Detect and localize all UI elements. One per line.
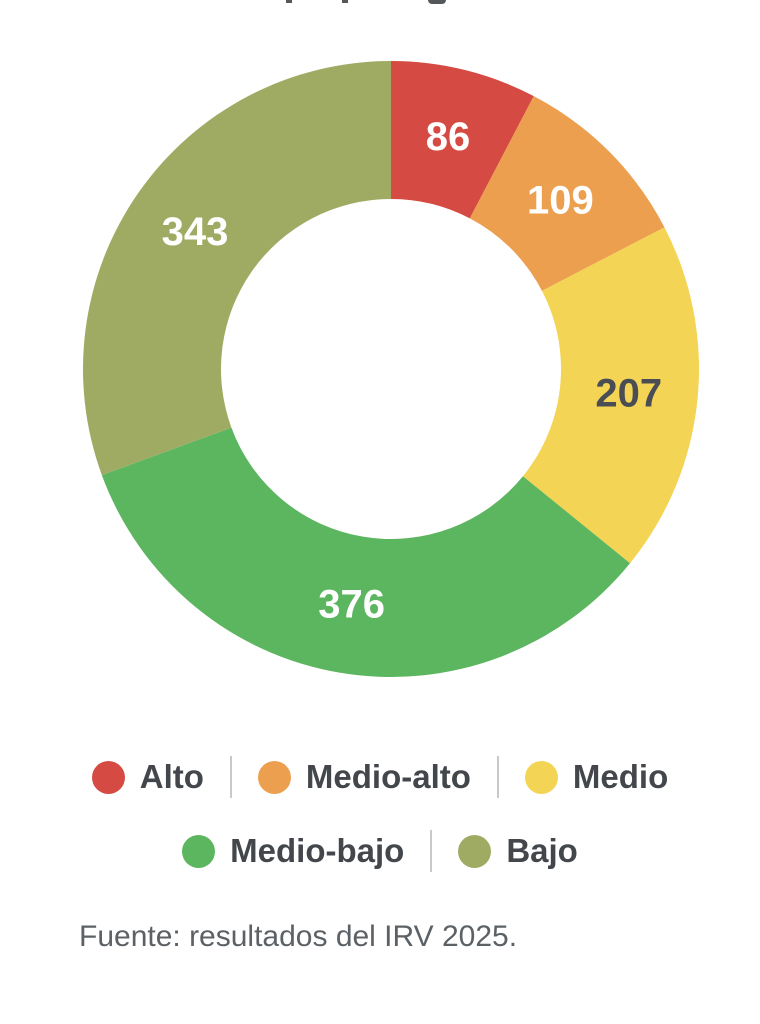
donut-segment-medio-bajo <box>101 427 631 677</box>
legend-label: Medio-bajo <box>230 832 405 869</box>
legend-item-medio: Medio <box>524 758 669 796</box>
legend-item-alto: Alto <box>91 758 204 796</box>
donut-value-medio-bajo: 376 <box>318 583 385 627</box>
legend-dot-medio-bajo <box>182 834 216 868</box>
legend-dot-medio-alto <box>257 760 291 794</box>
donut-chart: 86 109 207 376 343 <box>82 61 699 677</box>
legend-dot-medio <box>524 760 558 794</box>
legend-label: Alto <box>139 758 204 795</box>
cropped-title-remnant <box>286 0 292 3</box>
donut-value-medio-alto: 109 <box>527 178 594 222</box>
legend-item-medio-bajo: Medio-bajo <box>182 832 404 870</box>
donut-value-bajo: 343 <box>162 210 229 254</box>
donut-value-alto: 86 <box>426 115 471 159</box>
cropped-title-remnant <box>342 0 348 3</box>
legend-dot-alto <box>91 760 125 794</box>
legend-divider <box>430 830 433 872</box>
legend-divider <box>229 756 232 798</box>
source-note: Fuente: resultados del IRV 2025. <box>79 920 518 953</box>
donut-chart-svg: 86 109 207 376 343 <box>82 61 699 677</box>
legend-item-bajo: Bajo <box>458 832 578 870</box>
donut-value-medio: 207 <box>595 371 662 415</box>
legend-dot-bajo <box>458 834 492 868</box>
donut-segment-medio-alto <box>469 96 665 291</box>
legend-label: Medio-alto <box>305 758 471 795</box>
legend-row: Medio-bajo Bajo <box>182 830 578 872</box>
chart-legend: Alto Medio-alto Medio Medio-bajo Bajo <box>0 756 760 872</box>
legend-row: Alto Medio-alto Medio <box>91 756 669 798</box>
legend-divider <box>496 756 499 798</box>
donut-segment-medio <box>522 227 699 564</box>
legend-label: Medio <box>572 758 669 795</box>
legend-label: Bajo <box>506 832 578 869</box>
legend-item-medio-alto: Medio-alto <box>257 758 471 796</box>
donut-segment-alto <box>391 61 534 219</box>
donut-segment-bajo <box>82 61 391 476</box>
cropped-title-remnant <box>428 0 446 4</box>
